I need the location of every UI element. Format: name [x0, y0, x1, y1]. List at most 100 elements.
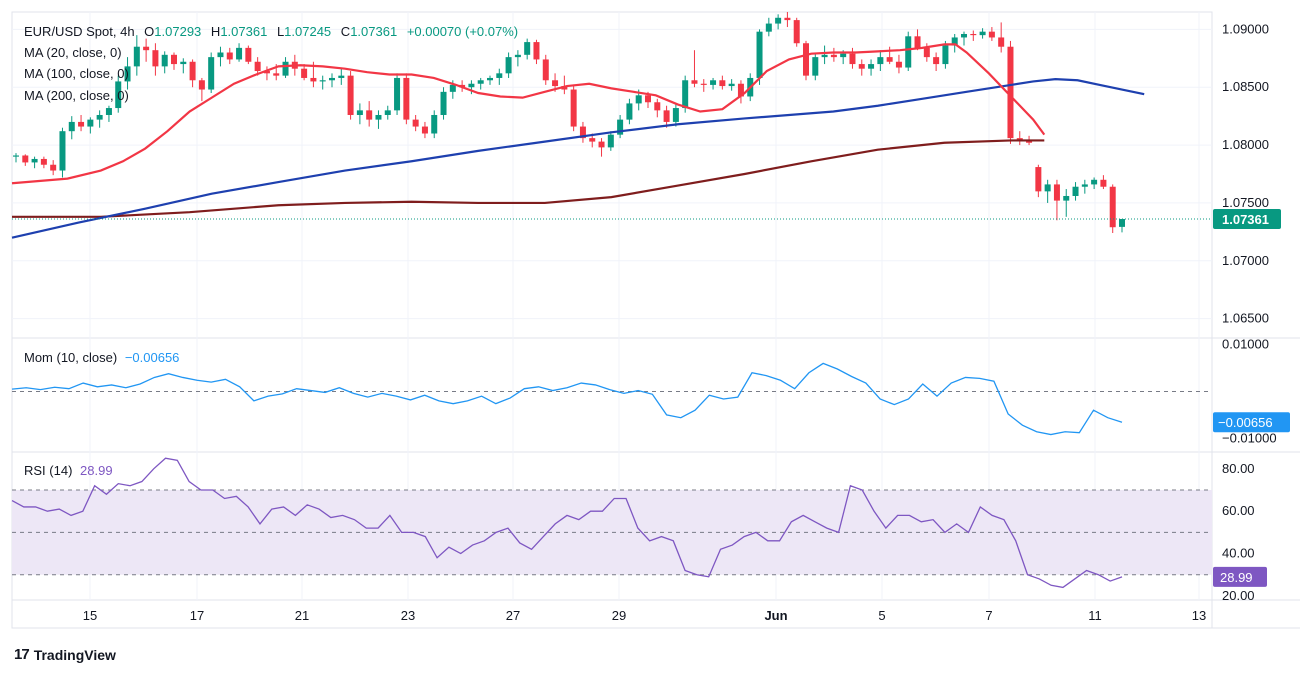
candle-body: [682, 80, 689, 109]
candle-body: [449, 84, 456, 92]
candle-body: [180, 61, 187, 65]
candle-body: [375, 114, 382, 120]
rsi-tick-label: 60.00: [1222, 503, 1255, 518]
candle-body: [310, 77, 317, 82]
legend-change: +0.00070 (+0.07%): [406, 24, 519, 39]
candle-body: [440, 91, 447, 115]
ma20-legend[interactable]: MA (20, close, 0): [24, 45, 122, 60]
candle-body: [970, 33, 977, 36]
rsi-value: 28.99: [80, 463, 113, 478]
rsi-tick-label: 20.00: [1222, 588, 1255, 603]
candle-body: [821, 54, 828, 58]
candle-body: [812, 57, 819, 76]
candle-body: [13, 155, 19, 157]
candle-body: [942, 45, 949, 65]
y-tick-label: 1.07500: [1222, 195, 1269, 210]
candle-body: [775, 17, 782, 24]
legend-high: 1.07361: [220, 24, 268, 39]
candle-body: [765, 23, 772, 32]
candle-body: [403, 77, 410, 120]
x-tick-label: 13: [1192, 608, 1206, 623]
ma20-line: [11, 43, 1046, 185]
candle-body: [868, 64, 875, 69]
candle-body: [710, 80, 717, 85]
candle-body: [914, 36, 921, 48]
candle-body: [217, 52, 224, 58]
candle-body: [672, 108, 679, 122]
candle-body: [589, 138, 596, 142]
candle-body: [171, 54, 177, 65]
ma200-line: [12, 139, 1045, 218]
candle-body: [356, 110, 363, 115]
candle-body: [579, 126, 586, 139]
candle-body: [840, 53, 847, 58]
candle-body: [338, 75, 345, 78]
candle-body: [617, 119, 624, 135]
mom-line: [11, 362, 1123, 436]
candle-body: [830, 54, 837, 58]
x-tick-label: 29: [612, 608, 626, 623]
candle-body: [542, 59, 549, 81]
candle-body: [301, 68, 308, 78]
legend-close: 1.07361: [350, 24, 398, 39]
candle-body: [998, 37, 1005, 47]
candle-body: [40, 158, 47, 165]
candle-body: [198, 80, 205, 90]
legend-high-label: H: [210, 24, 221, 39]
legend-open-label: O: [144, 24, 155, 39]
candle-body: [505, 57, 512, 74]
candle-body: [756, 31, 763, 78]
candle-body: [22, 155, 29, 163]
candle-body: [384, 110, 391, 115]
candle-body: [282, 61, 289, 76]
rsi-tick-label: 40.00: [1222, 546, 1255, 561]
rsi-value-badge: [1213, 566, 1267, 587]
candle-body: [886, 57, 893, 62]
candle-body: [1044, 184, 1051, 192]
legend-symbol: EUR/USD Spot, 4h: [24, 24, 135, 39]
ma200-legend[interactable]: MA (200, close, 0): [24, 88, 129, 103]
mom-tick-label: 0.01000: [1222, 337, 1269, 352]
tradingview-brand[interactable]: 17 TradingView: [14, 646, 116, 663]
candle-body: [1063, 195, 1070, 201]
rsi-value-badge-label: 28.99: [1220, 570, 1253, 585]
candle-body: [87, 119, 94, 127]
candle-body: [1081, 184, 1088, 187]
candle-body: [59, 131, 66, 171]
mom-value: −0.00656: [124, 350, 180, 365]
candle-body: [1109, 186, 1116, 228]
rsi-legend[interactable]: RSI (14) 28.99: [24, 463, 113, 479]
candle-body: [31, 158, 38, 163]
ma100-legend[interactable]: MA (100, close, 0): [24, 66, 129, 81]
candle-body: [1007, 46, 1014, 139]
candle-body: [394, 77, 401, 111]
x-tick-label: 7: [985, 608, 992, 623]
candle-body: [421, 126, 428, 134]
y-tick-label: 1.08500: [1222, 79, 1269, 94]
candle-body: [496, 73, 503, 78]
candle-body: [635, 95, 642, 104]
candle-body: [96, 114, 103, 120]
candle-body: [849, 53, 856, 65]
y-tick-label: 1.08000: [1222, 137, 1269, 152]
candle-body: [226, 52, 233, 60]
x-tick-label: 21: [295, 608, 309, 623]
candle-body: [487, 77, 493, 81]
candle-body: [654, 102, 661, 111]
mom-legend[interactable]: Mom (10, close) −0.00656: [24, 350, 179, 366]
candle-body: [737, 83, 744, 97]
candle-body: [50, 164, 57, 171]
candle-body: [1119, 219, 1125, 227]
candle-body: [245, 47, 252, 62]
candle-body: [803, 43, 809, 76]
candle-body: [607, 134, 614, 148]
candle-body: [189, 61, 196, 81]
x-tick-label: Jun: [764, 608, 787, 623]
candle-body: [1016, 138, 1023, 141]
x-tick-label: 23: [401, 608, 415, 623]
candle-body: [533, 42, 540, 60]
candle-body: [728, 83, 735, 87]
rsi-line: [11, 457, 1123, 589]
